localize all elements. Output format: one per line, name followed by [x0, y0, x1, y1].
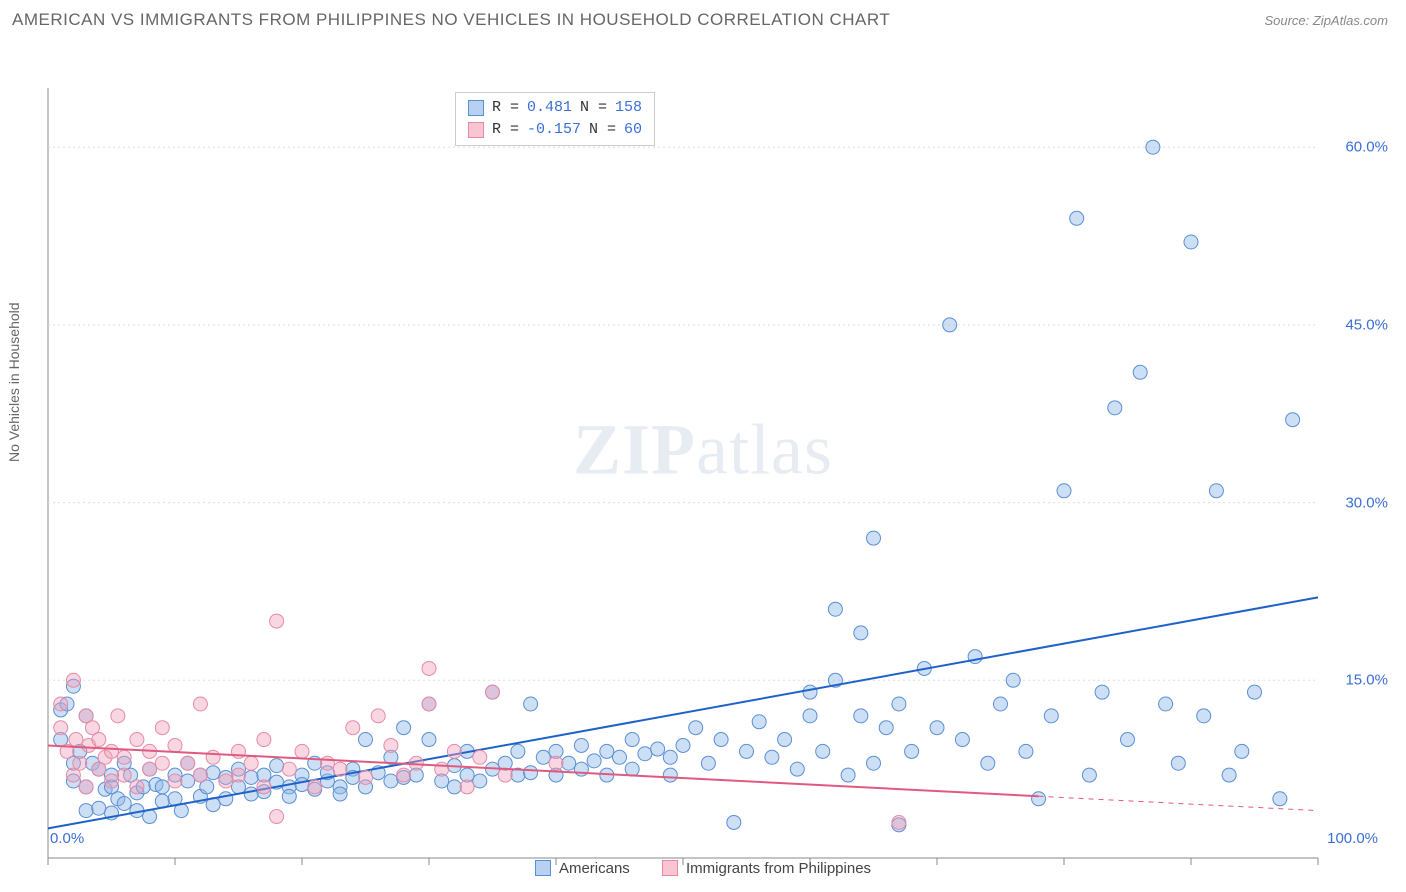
source-prefix: Source:	[1264, 13, 1312, 28]
n-label: N =	[589, 119, 616, 141]
n-label: N =	[580, 97, 607, 119]
legend-stats: R = 0.481 N = 158 R = -0.157 N = 60	[455, 92, 655, 146]
y-tick-label: 45.0%	[1345, 316, 1388, 333]
y-tick-label: 60.0%	[1345, 139, 1388, 156]
legend-swatch	[662, 860, 678, 876]
legend-series: Americans Immigrants from Philippines	[0, 860, 1406, 881]
legend-label: Immigrants from Philippines	[686, 860, 871, 877]
legend-item: Americans	[535, 860, 630, 877]
y-tick-label: 30.0%	[1345, 494, 1388, 511]
source-link[interactable]: ZipAtlas.com	[1313, 13, 1388, 28]
legend-item: Immigrants from Philippines	[662, 860, 871, 877]
x-tick-min: 0.0%	[50, 830, 84, 847]
y-tick-label: 15.0%	[1345, 672, 1388, 689]
n-value: 60	[624, 119, 642, 141]
r-value: 0.481	[527, 97, 572, 119]
legend-swatch	[468, 122, 484, 138]
r-label: R =	[492, 97, 519, 119]
legend-swatch	[535, 860, 551, 876]
scatter-plot-svg	[0, 42, 1406, 892]
chart-container: No Vehicles in Household ZIPatlas R = 0.…	[0, 42, 1406, 892]
n-value: 158	[615, 97, 642, 119]
legend-stats-row: R = 0.481 N = 158	[468, 97, 642, 119]
source-attribution: Source: ZipAtlas.com	[1264, 13, 1388, 28]
x-tick-max: 100.0%	[1327, 830, 1378, 847]
legend-label: Americans	[559, 860, 630, 877]
legend-swatch	[468, 100, 484, 116]
r-label: R =	[492, 119, 519, 141]
header: AMERICAN VS IMMIGRANTS FROM PHILIPPINES …	[0, 0, 1406, 34]
legend-stats-row: R = -0.157 N = 60	[468, 119, 642, 141]
chart-title: AMERICAN VS IMMIGRANTS FROM PHILIPPINES …	[12, 10, 890, 30]
r-value: -0.157	[527, 119, 581, 141]
